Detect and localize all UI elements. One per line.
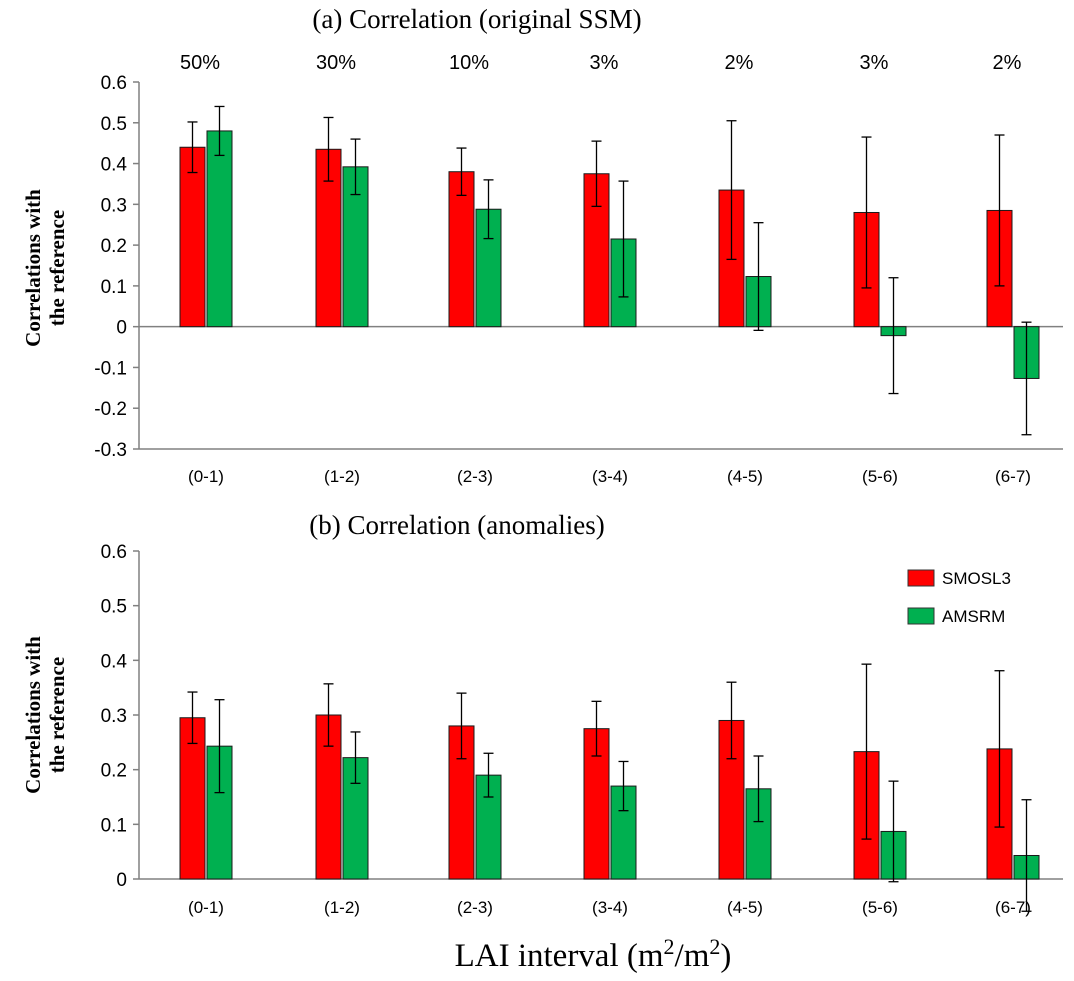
x-category-label: (1-2)	[324, 467, 360, 486]
x-category-label: (1-2)	[324, 898, 360, 917]
y-axis-label-line1: Correlations with	[21, 636, 45, 794]
y-axis-label-line2: the reference	[45, 210, 69, 326]
x-category-label: (0-1)	[188, 467, 224, 486]
y-tick-label: 0.6	[101, 73, 127, 94]
x-category-label: (3-4)	[592, 467, 628, 486]
chart-title-a: (a) Correlation (original SSM)	[312, 4, 641, 34]
y-tick-label: -0.1	[94, 358, 127, 379]
y-axis-label-a: Correlations with the reference	[21, 189, 69, 347]
y-tick-label: 0	[116, 870, 127, 891]
bar-smosl3	[179, 717, 206, 880]
y-tick-label: -0.3	[94, 440, 127, 461]
x-category-label: (6-7)	[995, 467, 1031, 486]
y-tick-label: 0	[116, 318, 127, 339]
category-percentage-label: 3%	[590, 52, 619, 74]
bar-smosl3	[315, 148, 342, 328]
category-percentage-label: 2%	[725, 52, 754, 74]
bar-smosl3	[179, 146, 206, 328]
category-percentage-label: 2%	[993, 52, 1022, 74]
chart-title-b: (b) Correlation (anomalies)	[309, 510, 604, 540]
x-category-label: (5-6)	[862, 467, 898, 486]
bar-amsrm	[206, 130, 233, 328]
legend: SMOSL3 AMSRM	[907, 569, 1011, 626]
x-category-label: (0-1)	[188, 898, 224, 917]
x-category-label: (3-4)	[592, 898, 628, 917]
y-tick-label: -0.2	[94, 399, 127, 420]
y-tick-label: 0.4	[101, 155, 128, 176]
y-axis-label-line1: Correlations with	[21, 189, 45, 347]
y-tick-label: 0.1	[101, 277, 127, 298]
plot-area-a: 0.6 0.5 0.4 0.3 0.2 0.1 0 -0.1 -0.2 -0.3 (0-1) (1-2…	[94, 73, 1063, 486]
y-tick-label: 0.3	[101, 195, 127, 216]
y-tick-label: 0.2	[101, 761, 127, 782]
y-tick-label: 0.6	[101, 542, 127, 563]
chart-panel-a: (a) Correlation (original SSM) 50% 30% 10%…	[21, 4, 1063, 486]
category-percentage-label: 10%	[449, 52, 489, 74]
percentage-row: 50% 30% 10% 3% 2% 3% 2%	[180, 52, 1022, 74]
x-category-label: (6-7)	[995, 898, 1031, 917]
y-tick-label: 0.3	[101, 706, 127, 727]
legend-swatch-amsrm	[907, 607, 935, 625]
y-tick-label: 0.4	[101, 651, 128, 672]
y-tick-label: 0.2	[101, 236, 127, 257]
category-percentage-label: 30%	[316, 52, 356, 74]
legend-label-amsrm: AMSRM	[942, 607, 1005, 626]
x-axis-label: LAI interval (m2/m2)	[455, 934, 732, 974]
y-axis-label-line2: the reference	[45, 657, 69, 773]
y-axis-label-b: Correlations with the reference	[21, 636, 69, 794]
x-category-label: (4-5)	[727, 898, 763, 917]
category-percentage-label: 3%	[860, 52, 889, 74]
x-category-label: (2-3)	[457, 467, 493, 486]
plot-area-b: 0.6 0.5 0.4 0.3 0.2 0.1 0 (0-1) (1-2) (2-3) (3-4) (…	[101, 542, 1063, 917]
legend-label-smosl3: SMOSL3	[942, 569, 1011, 588]
y-tick-label: 0.5	[101, 114, 127, 135]
legend-swatch-smosl3	[907, 569, 935, 587]
bar-smosl3	[448, 171, 475, 328]
y-tick-label: 0.5	[101, 597, 127, 618]
category-percentage-label: 50%	[180, 52, 220, 74]
x-category-label: (4-5)	[727, 467, 763, 486]
x-category-label: (2-3)	[457, 898, 493, 917]
x-category-label: (5-6)	[862, 898, 898, 917]
y-tick-label: 0.1	[101, 815, 127, 836]
chart-panel-b: (b) Correlation (anomalies) Correlations…	[21, 510, 1063, 917]
